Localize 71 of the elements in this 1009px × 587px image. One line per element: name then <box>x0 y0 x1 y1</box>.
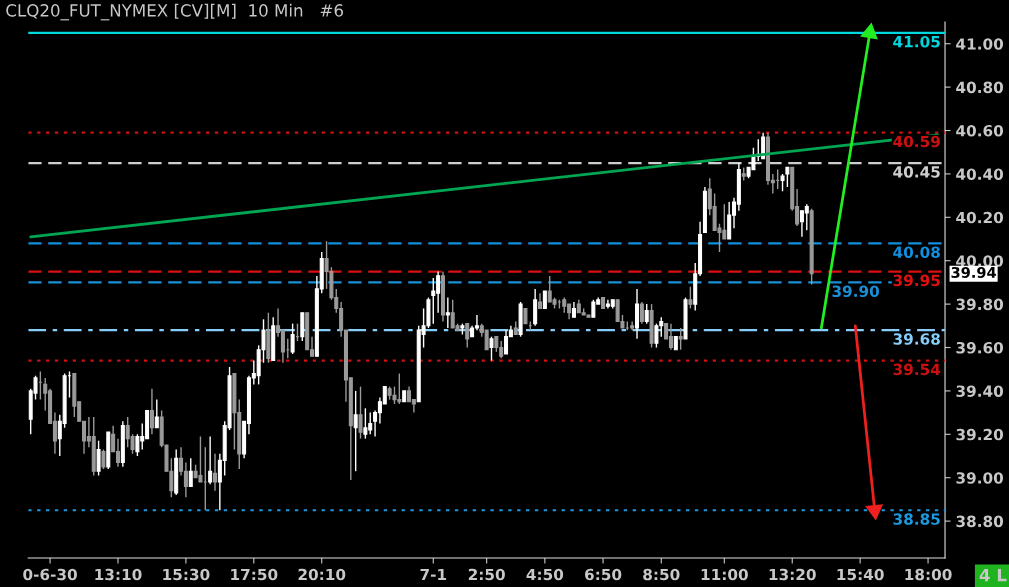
ref-line-label: 40.45 <box>893 166 940 178</box>
ref-line-label: 40.08 <box>893 246 940 258</box>
candlestick <box>804 203 809 232</box>
candlestick <box>644 303 649 325</box>
x-tick-label: 8:50 <box>643 568 680 581</box>
y-tick-label: 39.20 <box>956 428 1004 441</box>
candlestick <box>208 435 213 485</box>
candlestick <box>115 437 120 468</box>
y-tick-label: 39.80 <box>956 298 1004 311</box>
ref-line-label: 39.90 <box>832 285 880 298</box>
candlestick <box>358 385 363 440</box>
x-tick-label: 13:10 <box>95 568 142 581</box>
y-tick-label: 40.80 <box>956 81 1004 94</box>
x-tick-label: 18:00 <box>905 568 952 581</box>
candlestick <box>635 288 640 340</box>
candlestick <box>654 322 659 349</box>
candlestick <box>212 453 218 492</box>
candlestick <box>727 201 732 240</box>
candlestick <box>668 322 673 351</box>
candlestick <box>465 322 470 349</box>
candlestick <box>353 390 358 472</box>
x-tick-label: 17:50 <box>231 568 278 581</box>
candlestick <box>183 461 188 498</box>
y-tick-label: 40.20 <box>956 211 1004 224</box>
candlestick <box>431 277 436 325</box>
x-tick-label: 6:50 <box>585 568 622 581</box>
candlestick <box>785 166 790 188</box>
y-tick-label: 40.00 <box>956 255 1004 267</box>
ref-line-label: 39.68 <box>893 333 940 345</box>
candlestick <box>489 335 494 362</box>
x-tick-label: 0-6-30 <box>23 568 77 581</box>
x-tick-label: 4:50 <box>526 568 564 581</box>
text: 39.94 <box>951 266 996 278</box>
y-tick-label: 38.80 <box>956 515 1004 528</box>
text: 4 L <box>979 569 1007 582</box>
candlestick <box>504 329 509 355</box>
candlestick <box>101 448 106 470</box>
candlestick <box>363 407 368 440</box>
y-tick-label: 39.60 <box>956 341 1004 354</box>
candlestick <box>280 329 285 364</box>
candlestick <box>96 440 101 477</box>
ref-line-label: 41.05 <box>893 35 940 48</box>
ref-line-label: 39.95 <box>893 274 940 287</box>
y-tick-label: 40.40 <box>956 168 1004 180</box>
x-tick-label: 11:00 <box>701 568 748 581</box>
candlestick <box>639 301 644 325</box>
candlestick <box>154 398 159 429</box>
candlestick <box>484 329 489 351</box>
x-tick-label: 13:20 <box>769 568 816 581</box>
candlestick <box>678 327 683 351</box>
x-tick-label: 15:40 <box>837 568 884 581</box>
candlestick <box>688 286 693 310</box>
ref-line-label: 38.85 <box>893 513 940 525</box>
chart-title: CLQ20_FUT_NYMEX [CV][M] 10 Min #6 <box>6 3 343 21</box>
x-tick-label: 7-1 <box>420 568 447 581</box>
candlestick <box>445 296 450 329</box>
candlestick <box>149 388 154 436</box>
candlestick <box>533 288 538 327</box>
ref-line-label: 39.54 <box>893 363 941 376</box>
y-tick-label: 39.40 <box>956 385 1004 397</box>
y-tick-label: 41.00 <box>956 38 1004 50</box>
candlestick <box>300 312 305 342</box>
y-tick-label: 39.00 <box>956 472 1004 484</box>
ref-line-label: 40.59 <box>893 135 940 148</box>
y-tick-label: 40.60 <box>956 124 1004 137</box>
candlestick <box>188 457 193 488</box>
x-tick-label: 20:10 <box>298 568 346 581</box>
candlestick <box>135 433 140 457</box>
x-tick-label: 2:50 <box>468 568 505 581</box>
candlestick <box>290 322 295 355</box>
x-tick-label: 15:30 <box>163 568 210 581</box>
